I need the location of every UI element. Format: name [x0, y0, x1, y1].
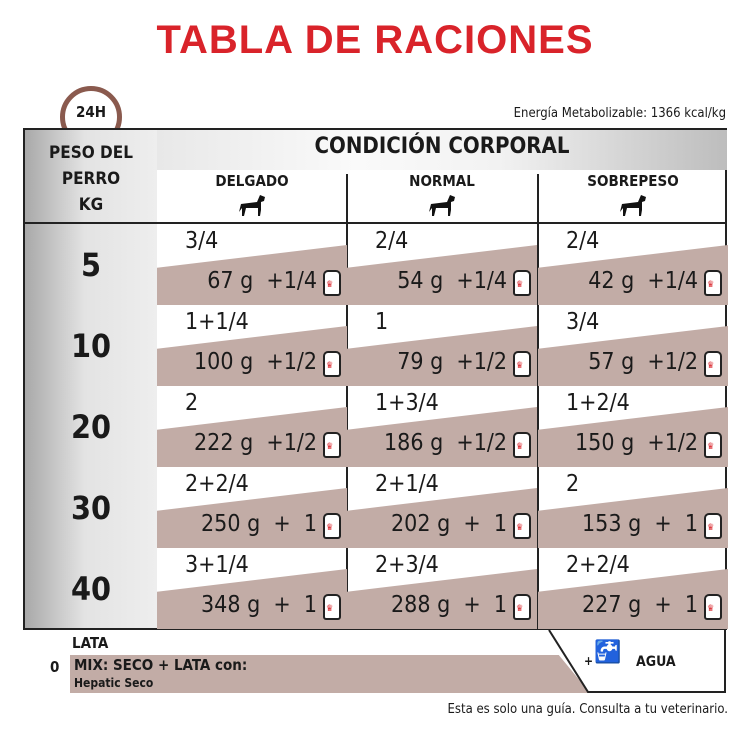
dry-cups: 1+2/4	[566, 390, 630, 416]
weight-heading-1: PESO DEL	[49, 143, 133, 163]
mix-band	[70, 655, 590, 693]
ration-cell: 1+2/4 150 g +1/2	[538, 386, 728, 467]
wet-grams: 202 g + 1	[391, 511, 507, 537]
can-icon	[513, 432, 531, 458]
water-label: AGUA	[636, 654, 676, 670]
wet-grams: 288 g + 1	[391, 592, 507, 618]
dry-cups: 3+1/4	[185, 552, 249, 578]
water-plus: +	[584, 654, 594, 668]
column-header-normal: NORMAL	[409, 172, 475, 190]
can-icon	[513, 270, 531, 296]
ration-cell: 2+1/4 202 g + 1	[347, 467, 537, 548]
can-icon	[323, 513, 341, 539]
dry-cups: 3/4	[185, 228, 219, 254]
weight-heading-2: PERRO	[61, 169, 121, 189]
can-icon	[704, 270, 722, 296]
wet-grams: 100 g +1/2	[194, 349, 317, 375]
dry-cups: 2+1/4	[375, 471, 439, 497]
wet-grams: 250 g + 1	[201, 511, 317, 537]
ration-cell: 1+3/4 186 g +1/2	[347, 386, 537, 467]
ration-cell: 2+2/4 227 g + 1	[538, 548, 728, 629]
dog-silhouette-icon	[347, 192, 537, 224]
weight-kg: 40	[70, 570, 112, 608]
footer-note: Esta es solo una guía. Consulta a tu vet…	[447, 702, 728, 717]
header-divider	[25, 222, 727, 224]
can-icon	[704, 351, 722, 377]
wet-grams: 57 g +1/2	[588, 349, 698, 375]
water-tap-icon: 🚰	[594, 640, 622, 665]
condition-heading: CONDICIÓN CORPORAL	[314, 134, 570, 159]
wet-grams: 153 g + 1	[582, 511, 698, 537]
can-icon	[513, 351, 531, 377]
can-icon	[704, 513, 722, 539]
dry-cups: 2/4	[566, 228, 600, 254]
wet-grams: 67 g +1/4	[207, 268, 317, 294]
clock-label: 24H	[75, 103, 107, 121]
dry-cups: 1	[375, 309, 389, 335]
wet-grams: 150 g +1/2	[575, 430, 698, 456]
mix-sub-label: Hepatic Seco	[74, 676, 154, 690]
can-icon	[513, 594, 531, 620]
column-divider	[346, 174, 348, 628]
can-icon	[323, 270, 341, 296]
can-icon	[704, 432, 722, 458]
mix-label: MIX: SECO + LATA con:	[74, 656, 248, 674]
wet-grams: 79 g +1/2	[397, 349, 507, 375]
wet-grams: 42 g +1/4	[588, 268, 698, 294]
zero-label: 0	[50, 658, 60, 676]
ration-cell: 2/4 54 g +1/4	[347, 224, 537, 305]
lata-label: LATA	[72, 634, 109, 652]
can-icon	[704, 594, 722, 620]
column-header-sobrepeso: SOBREPESO	[587, 172, 679, 190]
wet-grams: 227 g + 1	[582, 592, 698, 618]
ration-table: CONDICIÓN CORPORAL PESO DEL PERRO KG DEL…	[23, 128, 728, 630]
ration-cell: 2 222 g +1/2	[157, 386, 347, 467]
water-box	[548, 629, 726, 693]
dry-cups: 2/4	[375, 228, 409, 254]
wet-grams: 348 g + 1	[201, 592, 317, 618]
column-divider	[537, 174, 539, 628]
weight-heading-3: KG	[78, 195, 104, 215]
condition-band	[157, 130, 727, 170]
dry-cups: 2+3/4	[375, 552, 439, 578]
wet-grams: 222 g +1/2	[194, 430, 317, 456]
dry-cups: 2+2/4	[185, 471, 249, 497]
weight-column	[25, 130, 157, 628]
dry-cups: 2	[566, 471, 580, 497]
ration-cell: 3/4 67 g +1/4	[157, 224, 347, 305]
can-icon	[323, 594, 341, 620]
weight-kg: 5	[80, 246, 102, 284]
dry-cups: 1+1/4	[185, 309, 249, 335]
weight-kg: 10	[70, 327, 112, 365]
can-icon	[323, 351, 341, 377]
dry-cups: 3/4	[566, 309, 600, 335]
ration-cell: 1+1/4 100 g +1/2	[157, 305, 347, 386]
ration-cell: 3+1/4 348 g + 1	[157, 548, 347, 629]
dog-silhouette-icon	[538, 192, 728, 224]
ration-cell: 3/4 57 g +1/2	[538, 305, 728, 386]
dry-cups: 2	[185, 390, 199, 416]
dry-cups: 2+2/4	[566, 552, 630, 578]
ration-cell: 2+3/4 288 g + 1	[347, 548, 537, 629]
wet-grams: 54 g +1/4	[397, 268, 507, 294]
energy-info: Energía Metabolizable: 1366 kcal/kg	[513, 106, 726, 121]
column-header-delgado: DELGADO	[215, 172, 289, 190]
can-icon	[323, 432, 341, 458]
ration-cell: 2 153 g + 1	[538, 467, 728, 548]
ration-cell: 2/4 42 g +1/4	[538, 224, 728, 305]
wet-grams: 186 g +1/2	[384, 430, 507, 456]
dry-cups: 1+3/4	[375, 390, 439, 416]
weight-kg: 20	[70, 408, 112, 446]
can-icon	[513, 513, 531, 539]
weight-kg: 30	[70, 489, 112, 527]
dog-silhouette-icon	[157, 192, 347, 224]
ration-cell: 2+2/4 250 g + 1	[157, 467, 347, 548]
ration-cell: 1 79 g +1/2	[347, 305, 537, 386]
page-title: TABLA DE RACIONES	[156, 18, 594, 62]
